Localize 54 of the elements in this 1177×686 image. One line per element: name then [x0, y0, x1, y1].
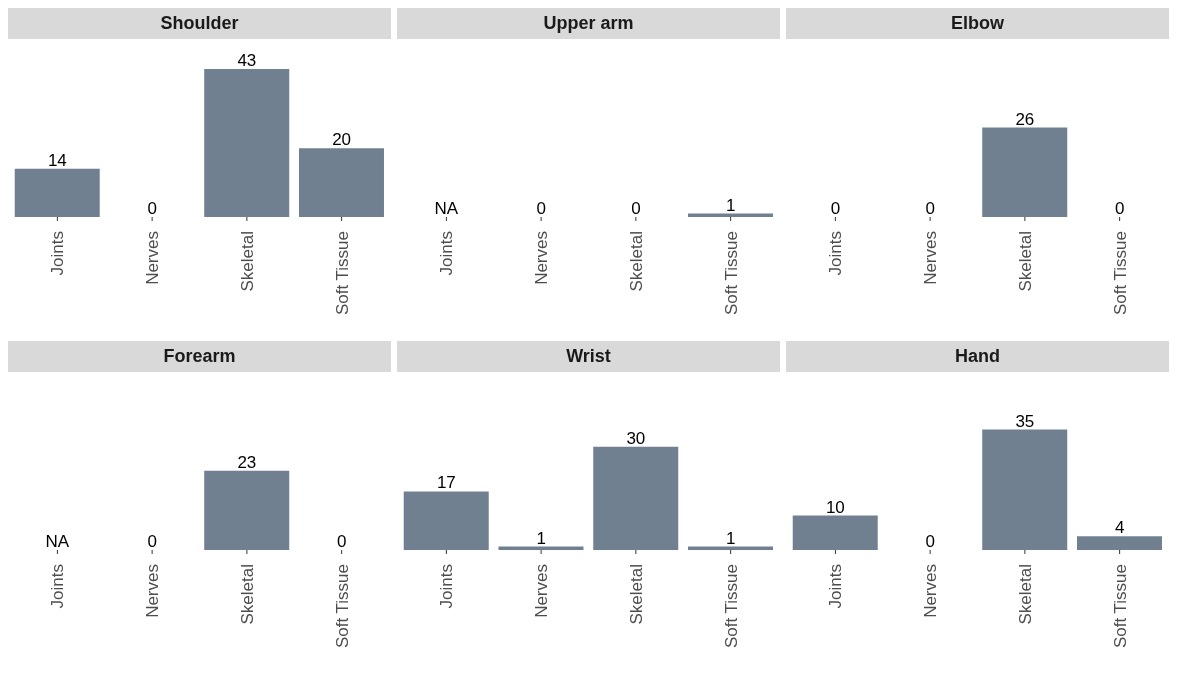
data-label: 0: [925, 532, 935, 551]
x-tick-label: Skeletal: [237, 564, 257, 625]
data-label: 0: [925, 199, 935, 218]
x-tick-label: Soft Tissue: [332, 231, 352, 316]
x-tick-label: Joints: [48, 564, 68, 609]
x-tick-label: Skeletal: [1015, 231, 1035, 292]
data-label: 1: [725, 195, 736, 215]
data-label: 17: [436, 473, 456, 493]
data-label: 1: [725, 528, 736, 548]
data-label: 14: [47, 150, 67, 170]
data-label: 20: [332, 130, 352, 150]
data-label: 0: [147, 199, 157, 218]
chart-title: Forearm: [8, 341, 391, 372]
x-tick-label: Joints: [437, 231, 457, 276]
x-tick-label: Soft Tissue: [332, 564, 352, 649]
data-label: 43: [237, 51, 257, 70]
data-label: 1: [536, 528, 546, 548]
data-label: 0: [631, 199, 641, 218]
x-tick-label: Nerves: [143, 231, 163, 285]
data-label: 4: [1114, 518, 1125, 538]
data-label: 35: [1015, 411, 1035, 431]
data-label: 0: [147, 532, 157, 551]
chart-title: Upper arm: [397, 8, 780, 39]
x-tick-label: Joints: [826, 231, 846, 276]
x-tick-label: Skeletal: [1015, 564, 1035, 625]
x-tick-label: Joints: [826, 564, 846, 609]
x-tick-label: Soft Tissue: [721, 231, 741, 316]
data-label: 10: [825, 497, 845, 517]
x-tick-label: Joints: [48, 231, 68, 276]
x-tick-label: Skeletal: [237, 231, 257, 292]
x-tick-label: Skeletal: [626, 564, 646, 625]
data-label: 26: [1015, 109, 1035, 129]
x-tick-label: Nerves: [532, 231, 552, 285]
x-tick-label: Nerves: [143, 564, 163, 618]
data-label: 23: [237, 452, 257, 472]
x-tick-label: Nerves: [921, 564, 941, 618]
text: NA: [434, 199, 459, 218]
x-tick-label: Nerves: [532, 564, 552, 618]
x-tick-label: Soft Tissue: [721, 564, 741, 649]
x-tick-label: Soft Tissue: [1110, 231, 1130, 316]
data-label: 0: [536, 199, 546, 218]
x-tick-label: Nerves: [921, 231, 941, 285]
x-tick-label: Joints: [437, 564, 457, 609]
data-label: 0: [1114, 199, 1125, 218]
data-label: 0: [830, 199, 841, 218]
text: NA: [45, 532, 70, 551]
chart-title: Wrist: [397, 341, 780, 372]
x-tick-label: Skeletal: [626, 231, 646, 292]
chart-title: Hand: [786, 341, 1169, 372]
x-tick-label: Soft Tissue: [1110, 564, 1130, 649]
data-label: 30: [626, 428, 646, 448]
chart-title: Elbow: [786, 8, 1169, 39]
data-label: 0: [336, 532, 347, 551]
chart-title: Shoulder: [8, 8, 391, 39]
